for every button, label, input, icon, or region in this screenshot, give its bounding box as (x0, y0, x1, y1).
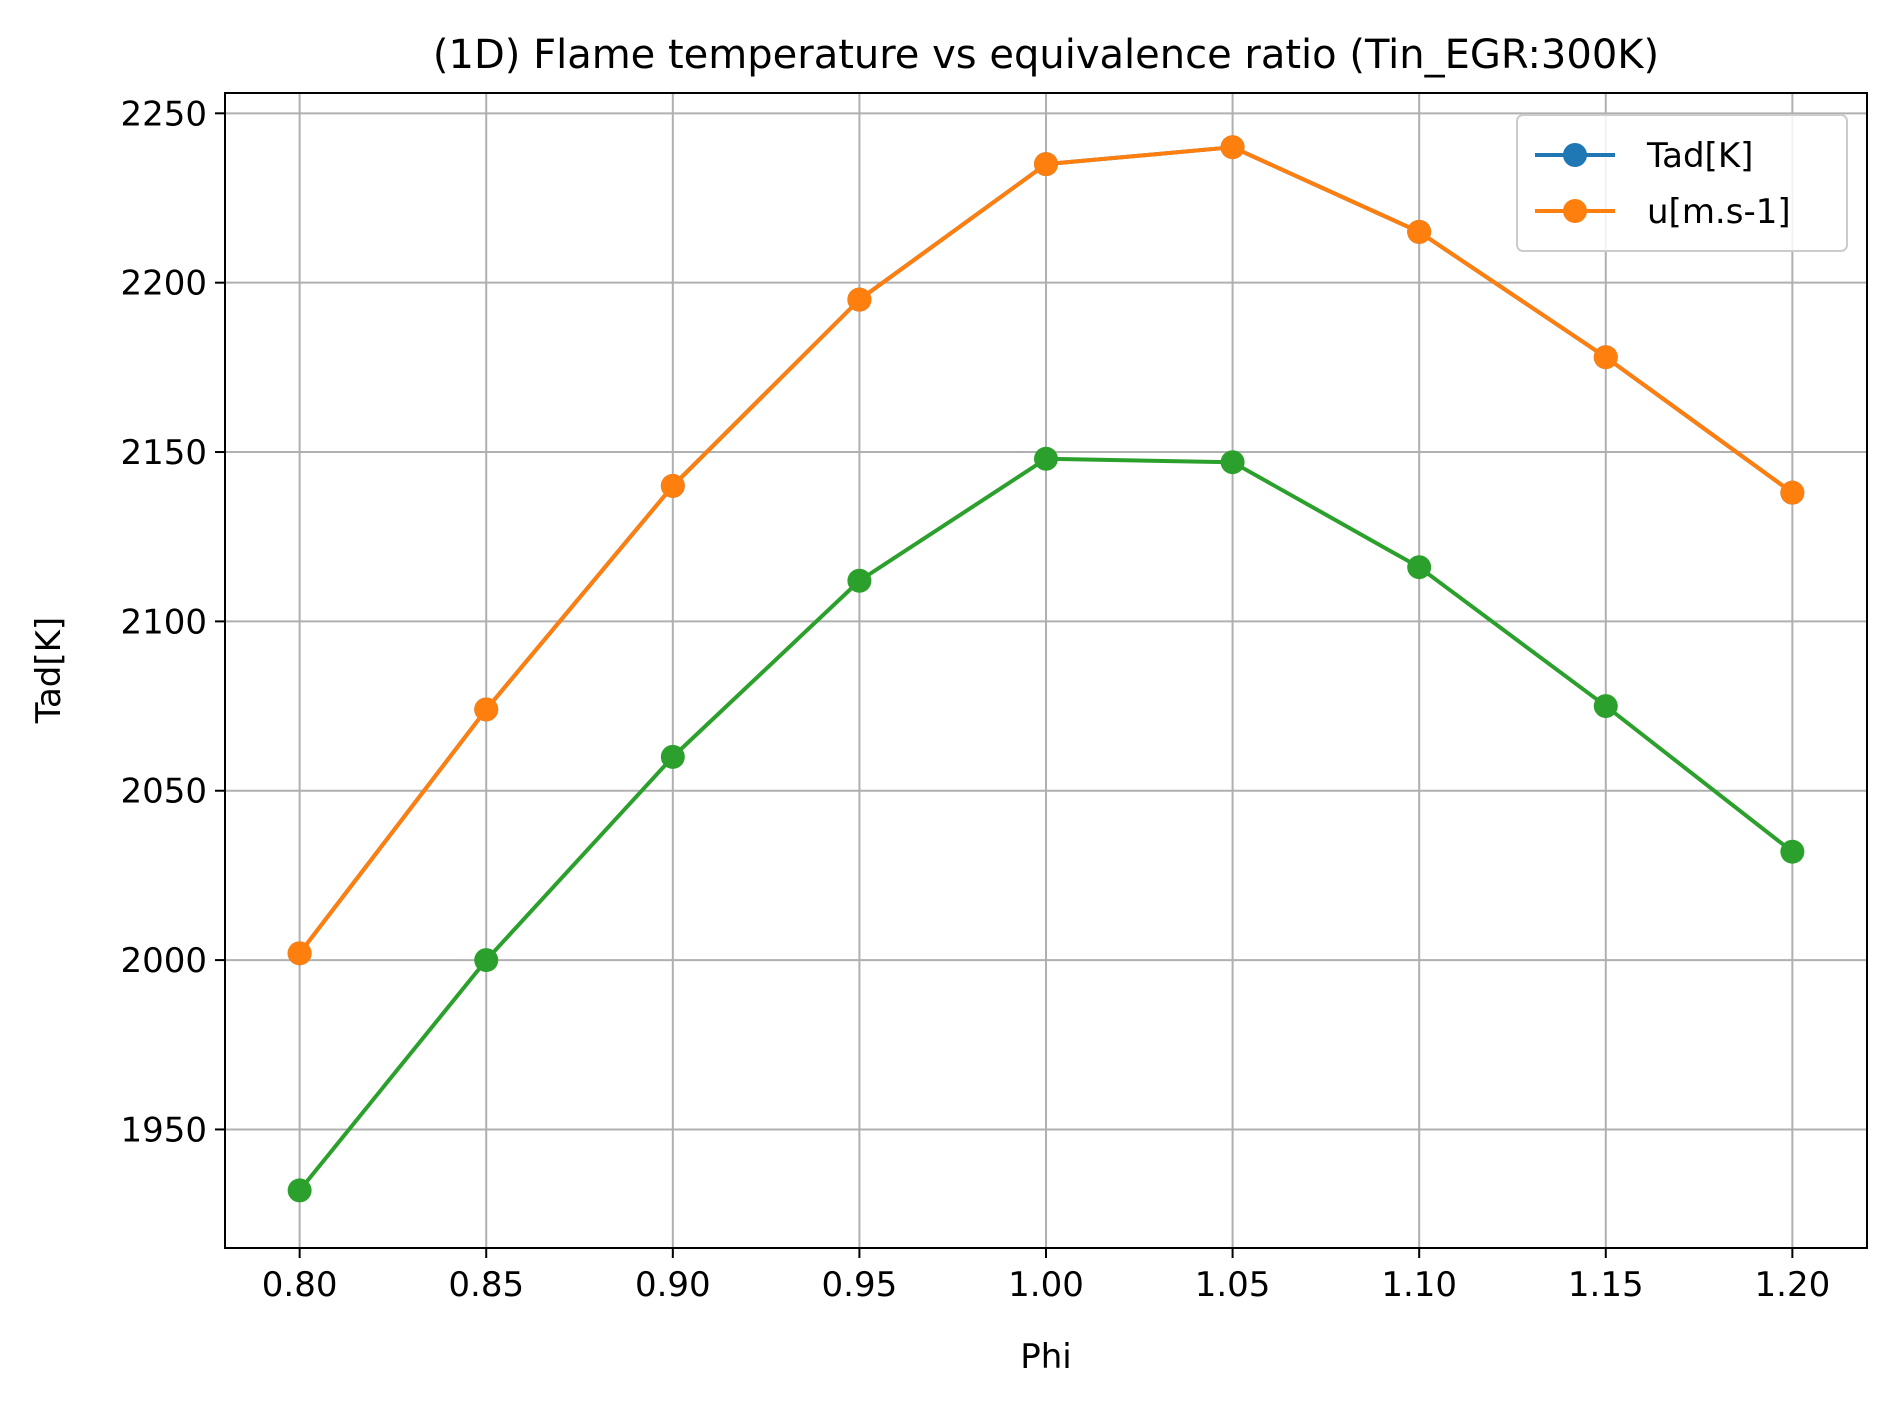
x-tick-label: 0.85 (448, 1265, 524, 1305)
legend-marker-swatch (1563, 143, 1587, 167)
data-point (287, 941, 312, 966)
x-tick-label: 0.80 (262, 1265, 338, 1305)
x-axis-label: Phi (1020, 1337, 1072, 1377)
y-tick-label: 2150 (120, 433, 207, 473)
y-axis-label: Tad[K] (29, 617, 69, 724)
data-point (1220, 450, 1245, 475)
data-point (1034, 446, 1058, 471)
x-tick-label: 1.20 (1755, 1265, 1831, 1305)
x-tick-label: 0.90 (635, 1265, 711, 1305)
x-axis: 0.80 0.85 0.90 0.95 1.00 1.05 1.10 1.15 1.20 (262, 1248, 1830, 1305)
data-point (660, 473, 685, 498)
series-layer (287, 135, 1805, 1203)
y-tick-label: 2200 (120, 264, 207, 304)
x-tick-label: 0.95 (822, 1265, 898, 1305)
data-point (287, 1178, 312, 1203)
chart-title: (1D) Flame temperature vs equivalence ra… (433, 32, 1659, 78)
y-tick-label: 1950 (120, 1110, 207, 1150)
data-point (1407, 555, 1432, 580)
data-point (474, 948, 499, 973)
data-point (847, 568, 872, 593)
legend-label: Tad[K] (1646, 136, 1753, 176)
x-tick-label: 1.05 (1195, 1265, 1271, 1305)
x-tick-label: 1.15 (1568, 1265, 1644, 1305)
legend-label: u[m.s-1] (1647, 192, 1791, 232)
y-tick-label: 2250 (120, 94, 207, 134)
data-point (660, 744, 685, 769)
data-point (1593, 694, 1618, 719)
x-tick-label: 1.00 (1008, 1265, 1084, 1305)
data-point (1593, 345, 1618, 370)
series-3 (287, 446, 1805, 1203)
data-point (1780, 480, 1805, 505)
legend: Tad[K] u[m.s-1] (1516, 114, 1848, 252)
legend-box (1516, 114, 1848, 252)
data-point (847, 287, 872, 312)
legend-marker-swatch (1563, 199, 1587, 223)
data-point (1780, 839, 1805, 864)
y-tick-label: 2100 (120, 602, 207, 642)
data-point (1407, 219, 1432, 244)
data-point (1220, 135, 1245, 160)
series-2 (287, 135, 1805, 966)
data-point (1034, 152, 1058, 177)
data-point (474, 697, 499, 722)
y-tick-label: 2050 (120, 772, 207, 812)
x-tick-label: 1.10 (1381, 1265, 1457, 1305)
y-tick-label: 2000 (120, 941, 207, 981)
y-axis: 1950 2000 2050 2100 2150 2200 2250 (120, 94, 225, 1150)
